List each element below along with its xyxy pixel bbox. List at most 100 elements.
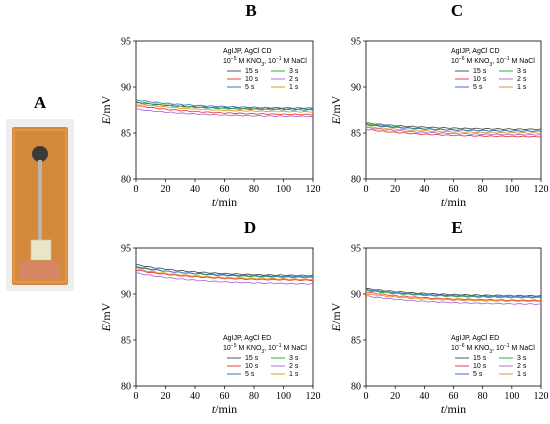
- y-tick-label: 85: [351, 129, 361, 140]
- legend-condition: 10−5 M KNO3, 10−1 M NaCl: [223, 56, 307, 68]
- x-axis-label: t/min: [212, 195, 237, 209]
- x-tick-label: 100: [504, 391, 519, 402]
- x-axis-label: t/min: [441, 402, 466, 416]
- x-tick-label: 0: [364, 391, 369, 402]
- chart-panel-c: C 0 20 40 60 80 100 120 80 85 90 95 t/min E/mV AgIJP, …: [329, 1, 549, 209]
- y-axis-label: E/mV: [329, 302, 343, 332]
- x-tick-label: 20: [390, 391, 400, 402]
- y-tick-label: 85: [121, 336, 131, 347]
- legend-title: AgIJP, AgCl CD: [223, 48, 272, 55]
- chart-panel-b: B 0 20 40 60 80 100 120 80 85 90 95 t/min E/mV AgIJP, …: [99, 1, 321, 209]
- chart-panel-e: E 0 20 40 60 80 100 120 80 85 90 95 t/min E/mV AgIJP, …: [329, 218, 549, 416]
- series-line-2s: [366, 295, 542, 305]
- panel-letter: D: [244, 218, 256, 237]
- photo-conductive-track: [38, 160, 42, 242]
- legend-entry-label: 2 s: [517, 76, 527, 83]
- x-tick-label: 120: [306, 184, 321, 195]
- legend-entry-label: 3 s: [517, 355, 527, 362]
- x-tick-label: 60: [220, 184, 230, 195]
- legend-entry-label: 5 s: [245, 371, 255, 378]
- legend-title: AgIJP, AgCl ED: [451, 335, 499, 342]
- x-axis-label: t/min: [441, 195, 466, 209]
- y-tick-label: 90: [121, 83, 131, 94]
- legend-condition: 10−6 M KNO3, 10−1 M NaCl: [451, 56, 535, 68]
- x-tick-label: 0: [134, 184, 139, 195]
- series-line-2s: [135, 272, 314, 285]
- x-tick-label: 120: [534, 391, 549, 402]
- y-tick-label: 95: [351, 37, 361, 48]
- panel-a-letter: A: [34, 93, 47, 112]
- series-line-2s: [135, 108, 314, 118]
- y-tick-label: 85: [121, 129, 131, 140]
- x-tick-label: 80: [478, 391, 488, 402]
- y-tick-label: 95: [121, 244, 131, 255]
- series-line-10s: [365, 292, 542, 302]
- panel-a: A: [6, 93, 74, 291]
- series-line-15s: [135, 102, 314, 110]
- legend-entry-label: 15 s: [245, 355, 259, 362]
- photo-board-edge: [13, 129, 67, 283]
- series-line-1s: [135, 103, 314, 113]
- chart-panel-d: D 0 20 40 60 80 100 120 80 85 90 95 t/min E/mV AgIJP, …: [99, 218, 321, 416]
- y-tick-label: 90: [351, 290, 361, 301]
- series-line-1s: [365, 293, 542, 303]
- legend-entry-label: 2 s: [289, 363, 299, 370]
- photo-tape: [20, 262, 60, 280]
- electrode-photo: [6, 119, 74, 291]
- legend-entry-label: 10 s: [245, 76, 259, 83]
- x-tick-label: 20: [390, 184, 400, 195]
- legend-entry-label: 2 s: [289, 76, 299, 83]
- series-line-15s: [365, 122, 542, 131]
- legend-title: AgIJP, AgCl ED: [223, 335, 271, 342]
- legend-entry-label: 15 s: [473, 68, 487, 75]
- series-line-3s: [365, 289, 542, 299]
- y-tick-label: 95: [121, 37, 131, 48]
- x-tick-label: 40: [190, 391, 200, 402]
- series-line-10s: [135, 105, 313, 116]
- legend-entry-label: 15 s: [473, 355, 487, 362]
- legend-entry-label: 10 s: [473, 363, 487, 370]
- series-line-3s: [135, 100, 314, 111]
- series-line-10s: [135, 270, 313, 281]
- x-tick-label: 40: [190, 184, 200, 195]
- legend-title: AgIJP, AgCl CD: [451, 48, 500, 55]
- legend-entry-label: 1 s: [289, 371, 299, 378]
- panel-letter: E: [451, 218, 462, 237]
- series-line-5s: [365, 288, 542, 298]
- y-axis-label: E/mV: [99, 302, 113, 332]
- y-tick-label: 80: [121, 382, 131, 393]
- legend-condition: 10−5 M KNO3, 10−1 M NaCl: [223, 343, 307, 355]
- y-tick-label: 80: [351, 175, 361, 186]
- legend-entry-label: 5 s: [473, 84, 483, 91]
- y-axis-label: E/mV: [99, 95, 113, 125]
- legend-entry-label: 10 s: [473, 76, 487, 83]
- legend-condition: 10−6 M KNO3, 10−1 M NaCl: [451, 343, 535, 355]
- x-tick-label: 80: [249, 391, 259, 402]
- x-tick-label: 100: [276, 184, 291, 195]
- series-line-5s: [135, 266, 314, 278]
- x-tick-label: 60: [449, 184, 459, 195]
- y-tick-label: 90: [351, 83, 361, 94]
- x-tick-label: 20: [161, 391, 171, 402]
- legend-entry-label: 3 s: [289, 355, 299, 362]
- panel-letter: C: [451, 1, 463, 20]
- legend-entry-label: 5 s: [245, 84, 255, 91]
- legend-entry-label: 3 s: [289, 68, 299, 75]
- series-line-2s: [365, 126, 542, 136]
- panel-letter: B: [245, 1, 256, 20]
- series-line-1s: [365, 126, 541, 134]
- photo-sensing-pad: [32, 146, 48, 162]
- legend-entry-label: 1 s: [517, 84, 527, 91]
- x-tick-label: 40: [419, 184, 429, 195]
- x-tick-label: 120: [306, 391, 321, 402]
- series-line-1s: [135, 269, 314, 281]
- x-tick-label: 40: [419, 391, 429, 402]
- series-line-15s: [135, 264, 314, 277]
- legend-entry-label: 1 s: [517, 371, 527, 378]
- y-tick-label: 85: [351, 336, 361, 347]
- series-line-10s: [365, 129, 542, 138]
- x-tick-label: 60: [449, 391, 459, 402]
- x-tick-label: 120: [534, 184, 549, 195]
- y-tick-label: 95: [351, 244, 361, 255]
